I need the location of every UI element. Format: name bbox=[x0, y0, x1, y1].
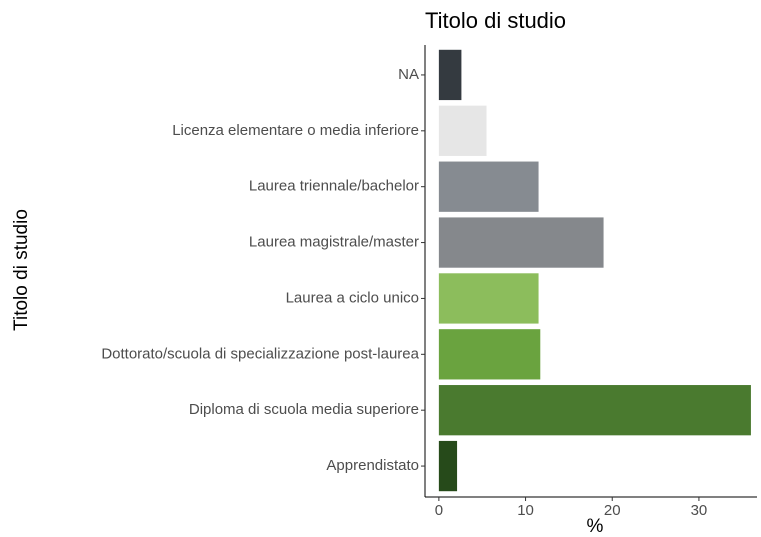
y-tick-label: Licenza elementare o media inferiore bbox=[172, 122, 419, 139]
y-tick-label: Apprendistato bbox=[326, 457, 419, 474]
x-tick-label: 20 bbox=[604, 502, 621, 519]
bar bbox=[438, 440, 458, 492]
bar bbox=[438, 161, 539, 212]
bar bbox=[438, 329, 541, 380]
y-tick-label: Laurea triennale/bachelor bbox=[249, 178, 419, 195]
y-tick-label: NA bbox=[398, 66, 419, 83]
y-tick-label: Laurea magistrale/master bbox=[249, 234, 419, 251]
bar bbox=[438, 49, 462, 101]
x-tick-label: 0 bbox=[435, 502, 443, 519]
x-tick-label: 10 bbox=[517, 502, 534, 519]
bar bbox=[438, 217, 604, 268]
y-axis-title: Titolo di studio bbox=[11, 209, 32, 331]
y-tick-label: Diploma di scuola media superiore bbox=[189, 401, 419, 418]
bar bbox=[438, 273, 539, 324]
bar bbox=[438, 385, 751, 436]
y-tick-label: Dottorato/scuola di specializzazione pos… bbox=[101, 345, 419, 362]
bar bbox=[438, 105, 487, 156]
y-tick-label: Laurea a ciclo unico bbox=[286, 289, 419, 306]
x-axis-title: % bbox=[587, 516, 604, 537]
x-tick-label: 30 bbox=[691, 502, 708, 519]
chart-title: Titolo di studio bbox=[425, 8, 566, 33]
